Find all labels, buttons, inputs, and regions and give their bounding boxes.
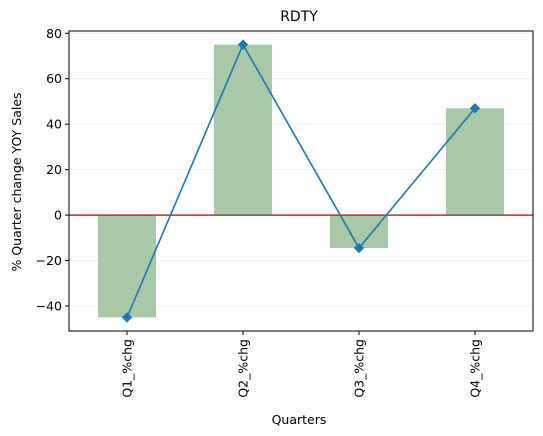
marker-2 — [237, 39, 249, 50]
plot-frame — [68, 30, 534, 332]
marker-3 — [353, 242, 365, 254]
bar-2 — [214, 44, 272, 216]
bar-1 — [98, 215, 156, 318]
x-axis-label: Quarters — [272, 412, 327, 427]
series-line — [126, 42, 476, 318]
bars — [98, 44, 504, 318]
bar-4 — [446, 108, 504, 216]
x-tick-label: Q4_%chg — [468, 339, 483, 398]
y-tick-label: −40 — [36, 299, 62, 314]
y-tick-label: 60 — [46, 71, 62, 86]
x-tick-label: Q1_%chg — [120, 339, 135, 398]
marker-1 — [121, 312, 133, 323]
x-tick-label: Q2_%chg — [236, 339, 251, 398]
axes — [68, 30, 534, 332]
y-axis-label: % Quarter change YOY Sales — [9, 92, 24, 271]
y-tick-label: 20 — [46, 162, 62, 177]
chart-title: RDTY — [280, 9, 318, 25]
marker-4 — [469, 103, 481, 114]
y-tick-label: 80 — [46, 26, 62, 41]
x-tick-label: Q3_%chg — [352, 339, 367, 398]
series-line-layer — [126, 42, 476, 318]
ticks: −40 −20 0 20 40 60 80 Q1_%chg Q2_%chg Q3_%chg Q4_%… — [36, 26, 483, 398]
y-tick-label: 0 — [54, 208, 62, 223]
y-tick-label: −20 — [36, 253, 62, 268]
markers — [121, 39, 481, 323]
y-tick-label: 40 — [46, 117, 62, 132]
bar-3 — [330, 215, 388, 249]
